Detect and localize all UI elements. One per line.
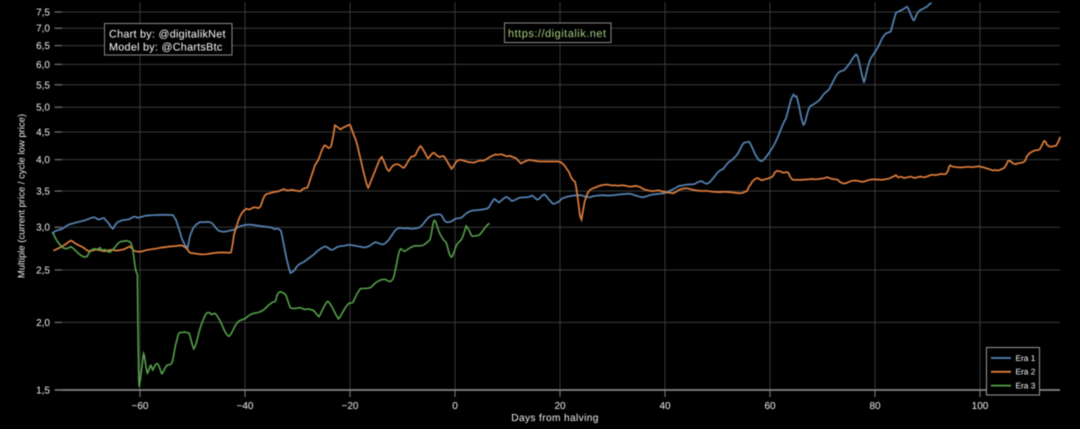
svg-text:4,5: 4,5: [36, 128, 50, 139]
svg-text:80: 80: [869, 401, 881, 412]
svg-text:2,0: 2,0: [36, 318, 50, 329]
svg-text:7,5: 7,5: [36, 8, 50, 19]
svg-text:Days from halving: Days from halving: [511, 413, 598, 424]
svg-text:6,5: 6,5: [36, 41, 50, 52]
svg-text:2,5: 2,5: [36, 266, 50, 277]
svg-text:Model by: @ChartsBtc: Model by: @ChartsBtc: [109, 42, 223, 54]
svg-text:6,0: 6,0: [36, 60, 50, 71]
svg-text:60: 60: [764, 401, 776, 412]
svg-text:Era 2: Era 2: [1016, 367, 1036, 377]
svg-text:Era 3: Era 3: [1016, 381, 1036, 391]
svg-text:100: 100: [972, 401, 989, 412]
svg-text:−60: −60: [132, 401, 149, 412]
svg-text:7,0: 7,0: [36, 24, 50, 35]
svg-text:5,5: 5,5: [36, 80, 50, 91]
svg-text:Era 1: Era 1: [1016, 353, 1036, 363]
svg-text:3,0: 3,0: [36, 223, 50, 234]
svg-text:5,0: 5,0: [36, 103, 50, 114]
svg-text:Multiple (current price / cycl: Multiple (current price / cycle low pric…: [17, 114, 28, 278]
svg-text:Chart by: @digitalikNet: Chart by: @digitalikNet: [109, 29, 226, 41]
svg-text:3,5: 3,5: [36, 187, 50, 198]
svg-text:4,0: 4,0: [36, 155, 50, 166]
svg-text:0: 0: [452, 401, 458, 412]
svg-text:1,5: 1,5: [36, 386, 50, 397]
svg-text:40: 40: [659, 401, 671, 412]
svg-text:https://digitalik.net: https://digitalik.net: [508, 28, 607, 40]
svg-text:−40: −40: [237, 401, 254, 412]
svg-text:−20: −20: [342, 401, 359, 412]
svg-text:20: 20: [554, 401, 566, 412]
